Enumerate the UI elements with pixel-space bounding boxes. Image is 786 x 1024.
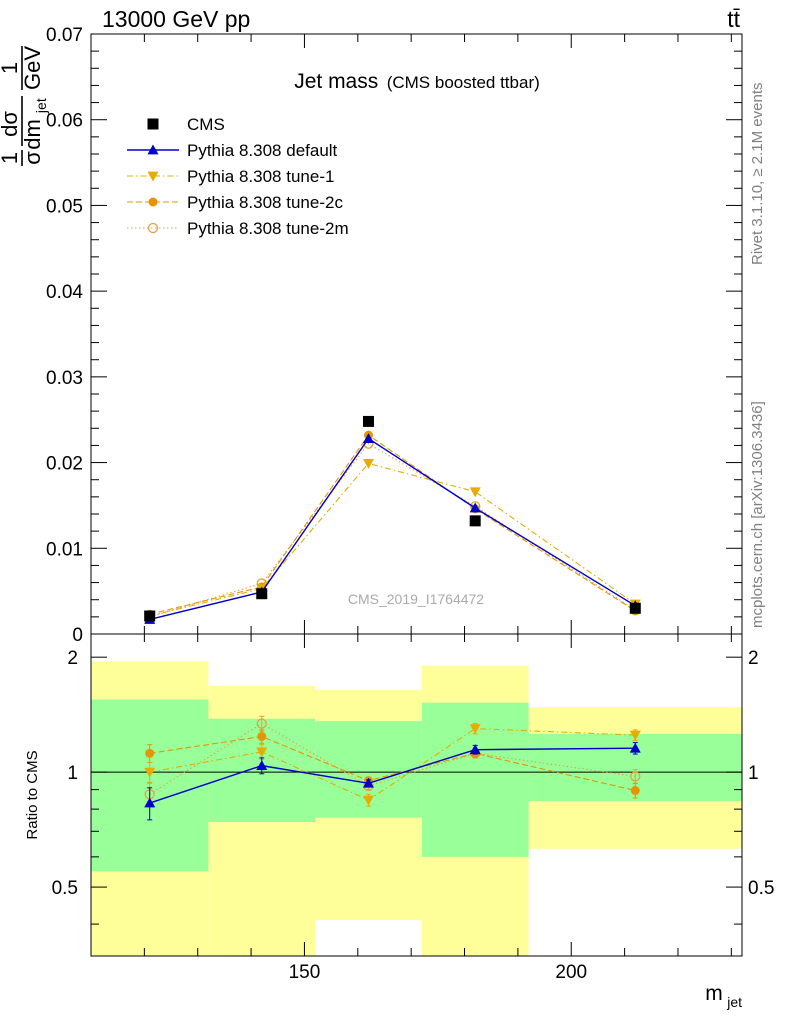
- legend-label: CMS: [187, 115, 225, 134]
- legend-marker: [147, 171, 159, 182]
- tune2c-ratio-point: [630, 786, 640, 796]
- legend-label: Pythia 8.308 tune-2c: [187, 193, 343, 212]
- cms-data-point: [144, 610, 156, 622]
- y-tick-label: 0: [72, 625, 83, 646]
- default-ratio-point: [144, 797, 156, 808]
- cms-data-markers: [144, 415, 641, 622]
- ratio-plot-frame: [90, 633, 743, 957]
- process-label: tt̄: [727, 6, 740, 32]
- tune2m-ratio-point: [630, 771, 641, 782]
- y-tick-label: 0.02: [46, 454, 83, 475]
- tune1-ratio-point: [629, 730, 641, 741]
- legend-marker: [148, 197, 158, 207]
- tune1-ratio-point: [362, 795, 374, 806]
- y-tick-label: 0.03: [46, 368, 83, 389]
- ratio-y-tick-label-right: 0.5: [748, 878, 774, 899]
- ratio-y-tick-label-left: 1: [67, 763, 78, 784]
- plot-title-sub: (CMS boosted ttbar): [387, 73, 540, 92]
- tune1-main-point: [469, 487, 481, 498]
- legend-marker: [147, 118, 159, 130]
- default-ratio-point: [469, 744, 481, 755]
- mcplots-reference-label: mcplots.cern.ch [arXiv:1306.3436]: [749, 401, 766, 628]
- ylabel-d-den: dm jet: [20, 98, 49, 150]
- plot-title-main: Jet mass: [294, 70, 378, 93]
- y-tick-label: 0.05: [46, 196, 83, 217]
- tune2m-ratio-point: [256, 718, 267, 729]
- ylabel-d-den-sub: jet: [33, 98, 49, 114]
- cms-data-point: [629, 602, 641, 614]
- tune2c-ratio-point: [145, 748, 155, 758]
- y-tick-label: 0.07: [46, 25, 83, 46]
- ratio-y-tick-label-left: 0.5: [52, 878, 78, 899]
- x-tick-label: 150: [289, 962, 321, 983]
- legend-label: Pythia 8.308 tune-1: [187, 167, 334, 186]
- ylabel-d-num: dσ: [0, 111, 22, 137]
- ylabel-frac-den: σ: [20, 151, 45, 165]
- legend-label: Pythia 8.308 tune-2m: [187, 219, 349, 238]
- cms-data-point: [256, 588, 268, 600]
- y-tick-label: 0.06: [46, 111, 83, 132]
- ratio-y-tick-label-left: 2: [67, 648, 78, 669]
- default-ratio-point: [256, 760, 268, 771]
- tune1-ratio-point: [144, 767, 156, 778]
- tune1-ratio-point: [256, 747, 268, 758]
- x-axis-label-sub: jet: [726, 994, 742, 1010]
- rivet-version-label: Rivet 3.1.10, ≥ 2.1M events: [749, 83, 766, 266]
- y-axis-label: 1 σ dσ dm jet 1 GeV: [0, 46, 49, 166]
- tune1-main-point: [362, 459, 374, 469]
- x-axis-label: m jet: [705, 982, 742, 1010]
- y-tick-label: 0.01: [46, 539, 83, 560]
- axis-tick-labels-group: 150 200 0 0.01 0.02 0.03 0.04 0.05 0.06 0.07 0.5 0.…: [46, 25, 774, 983]
- axis-ticks-group: [90, 33, 742, 956]
- tune2c-main-line: [149, 434, 636, 615]
- ylabel-frac-num: 1: [0, 152, 22, 164]
- default-main-point: [362, 433, 374, 443]
- ratio-series-group: [144, 715, 641, 821]
- x-tick-label: 200: [555, 962, 587, 983]
- ratio-y-axis-label: Ratio to CMS: [24, 750, 41, 839]
- plot-title: Jet mass (CMS boosted ttbar): [294, 70, 540, 93]
- legend: CMS Pythia 8.308 default Pythia 8.308 tune…: [127, 115, 349, 238]
- default-ratio-point: [629, 742, 641, 753]
- legend-label: Pythia 8.308 default: [187, 141, 338, 160]
- cms-data-point: [469, 515, 481, 527]
- energy-label: 13000 GeV pp: [102, 6, 250, 32]
- y-tick-label: 0.04: [46, 282, 83, 303]
- analysis-watermark: CMS_2019_I1764472: [348, 591, 484, 607]
- default-ratio-point: [362, 777, 374, 788]
- ylabel-d-den-main: dm: [20, 119, 45, 150]
- tune1-ratio-point: [469, 724, 481, 735]
- ylabel-unit-den: GeV: [20, 46, 45, 90]
- tune2c-ratio-point: [257, 731, 267, 741]
- legend-marker: [147, 222, 159, 234]
- ratio-y-tick-label-right: 1: [748, 763, 759, 784]
- ratio-y-tick-label-right: 2: [748, 648, 759, 669]
- ylabel-unit-num: 1: [0, 62, 22, 74]
- cms-data-point: [362, 415, 374, 427]
- default-main-point: [469, 502, 481, 513]
- legend-marker: [147, 144, 159, 155]
- x-axis-label-main: m: [705, 982, 723, 1005]
